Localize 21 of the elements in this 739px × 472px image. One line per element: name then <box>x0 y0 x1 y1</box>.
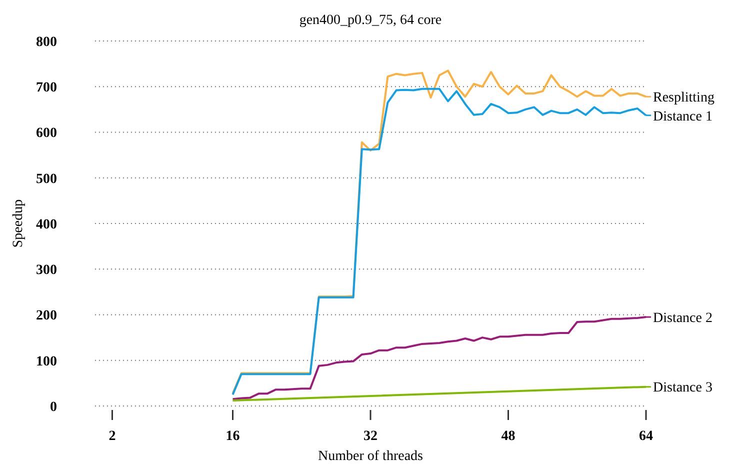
y-axis-title: Speedup <box>11 199 26 248</box>
x-tick-label: 16 <box>226 429 240 444</box>
y-tick-label: 800 <box>36 34 57 50</box>
legend-label: Resplitting <box>653 90 714 106</box>
y-tick-label: 0 <box>50 400 57 415</box>
x-tick-label: 48 <box>501 429 516 444</box>
x-axis-title: Number of threads <box>318 449 423 464</box>
y-tick-label: 400 <box>36 217 57 232</box>
y-tick-label: 500 <box>36 172 57 187</box>
chart-title: gen400_p0.9_75, 64 core <box>299 13 442 28</box>
y-tick-label: 200 <box>36 308 57 324</box>
y-tick-label: 700 <box>36 80 57 96</box>
legend-label: Distance 1 <box>653 109 712 124</box>
x-tick-label: 32 <box>364 429 378 444</box>
legend-label: Distance 2 <box>653 310 712 326</box>
x-tick-label: 64 <box>639 429 653 444</box>
y-tick-label: 300 <box>36 263 57 278</box>
x-tick-label: 2 <box>108 429 116 444</box>
y-tick-label: 100 <box>36 354 57 370</box>
legend-label: Distance 3 <box>653 380 712 396</box>
y-tick-label: 600 <box>36 126 57 142</box>
